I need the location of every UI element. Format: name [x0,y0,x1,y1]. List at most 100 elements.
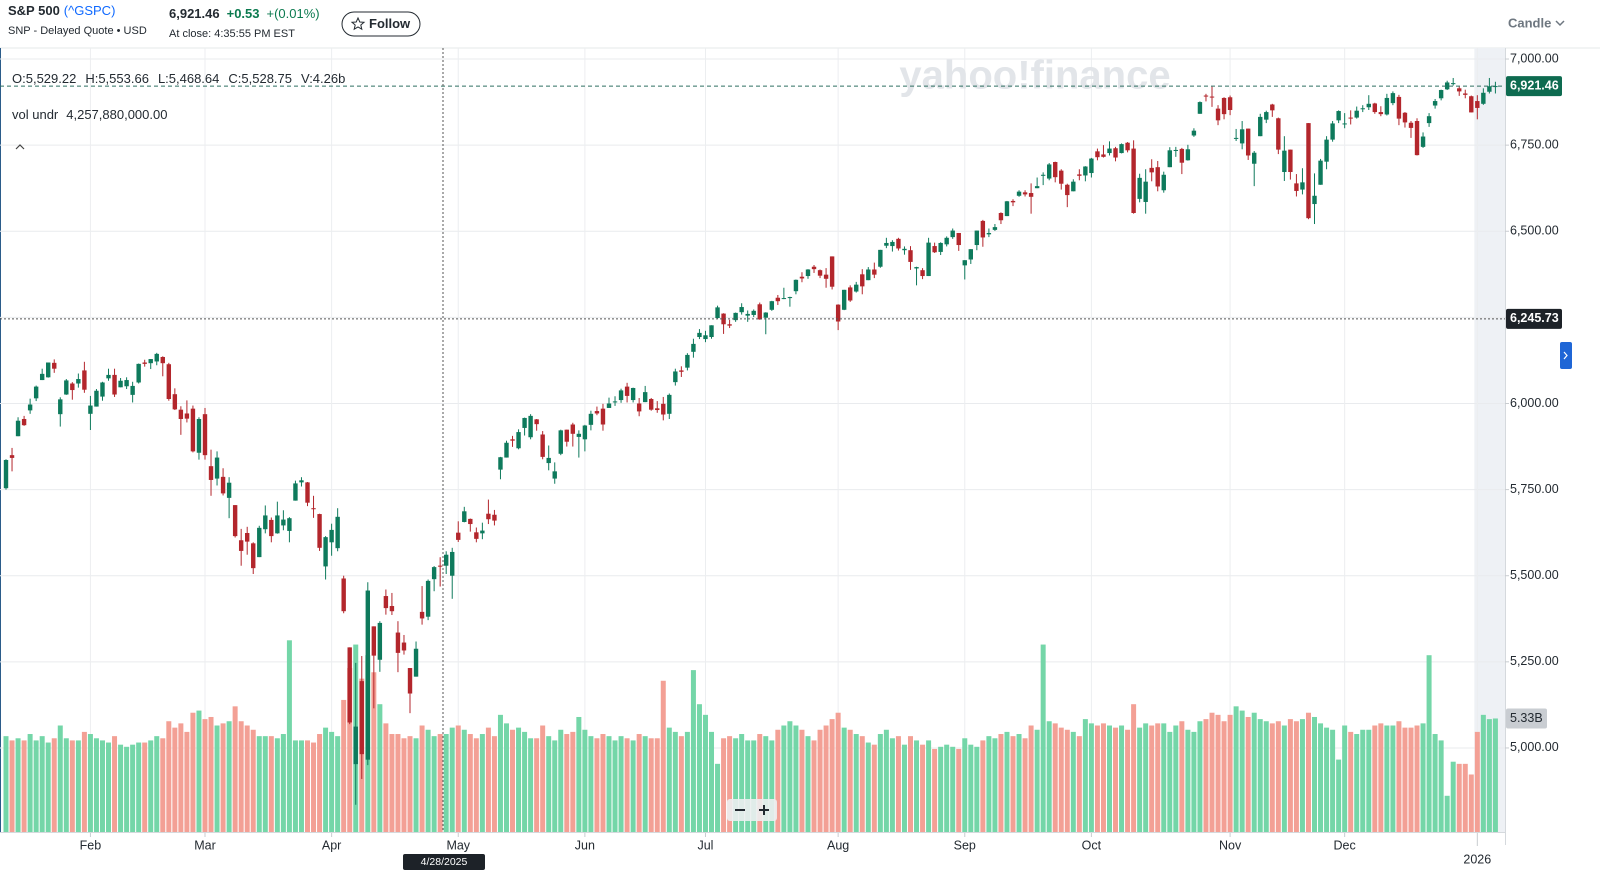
candle-body [27,404,33,411]
volume-bar [63,738,69,832]
candle-body [673,371,678,383]
indicator-value: 4,257,880,000.00 [66,107,167,122]
volume-bar [1197,721,1203,832]
volume-bar [268,736,274,832]
volume-bar [9,740,15,832]
chart-style[interactable]: Candle [1508,15,1551,30]
candle-body [1390,93,1396,104]
side-panel-chevron[interactable] [1563,351,1568,360]
volume-bar [178,723,184,832]
volume-bar [540,725,546,832]
volume-bar [1287,719,1293,832]
candle-body [781,298,787,300]
candle-body [1402,112,1408,123]
volume-bar [1227,714,1233,832]
candle-body [58,399,63,415]
volume-bar [1119,725,1125,832]
close-time: At close: 4:35:55 PM EST [169,28,295,40]
candle-body [884,242,889,246]
candle-body [226,482,232,498]
volume-bar [329,731,335,832]
candle-body [1053,162,1058,178]
candle-body [974,230,980,246]
volume-bar [172,727,178,832]
chart-style-menu[interactable]: Candle [1508,15,1565,30]
candle-body [1312,195,1317,205]
candle-body [667,394,672,414]
volume-bar [1022,738,1028,832]
candle-body [148,359,153,364]
volume-bar [1185,729,1191,832]
volume-bar [877,734,883,832]
candle-body [1083,166,1088,176]
volume-bar [1486,719,1492,832]
candle-body [196,418,202,453]
candle-body [359,681,364,755]
candle-body [1173,149,1179,151]
volume-bar [889,738,895,832]
volume-bar [944,744,950,832]
volume-bar [1016,734,1022,832]
volume-bar [1318,723,1324,832]
candle-body [902,248,907,251]
watermark: yahoo!finance [899,54,1170,98]
candle-body [534,419,539,425]
candle-body [1438,90,1444,99]
volume-bar [684,731,690,832]
volume-bar [57,725,63,832]
index-name: S&P 500 [8,3,60,18]
candle-body [1197,102,1203,114]
candle-body [232,505,238,537]
y-tick-label: 6,000.00 [1510,396,1559,410]
candle-body [1300,182,1305,190]
volume-bar [859,736,865,832]
volume-bar [389,734,395,832]
candle-body [528,415,533,438]
volume-bar [1492,718,1498,832]
volume-bar [690,670,696,832]
candle-body [220,476,226,494]
volume-bar [250,729,256,832]
candle-body [1245,128,1251,156]
candle-body [431,567,437,580]
x-tick-label: Dec [1334,838,1356,852]
follow-button[interactable]: Follow [341,11,421,37]
indicator-name: vol undr [12,107,59,122]
volume-bar [39,736,45,832]
candle-body [118,380,123,388]
y-tick-label: 5,750.00 [1510,482,1559,496]
candle-body [594,411,600,414]
volume-bar [1462,763,1468,832]
index-symbol[interactable]: (^GSPC) [64,3,116,18]
candle-body [1149,167,1154,173]
candle-body [1420,136,1426,147]
candle-body [136,363,141,383]
candle-body [106,374,111,379]
volume-bar [847,729,853,832]
candle-body [655,408,660,411]
collapse-caret[interactable] [15,144,25,150]
volume-bar [497,714,503,832]
candle-body [202,414,208,456]
candle-body [733,312,738,321]
dropdown-chevron[interactable] [1555,20,1565,27]
volume-bar [112,736,118,832]
candle-body [1432,101,1438,106]
candle-body [142,362,147,364]
star-icon[interactable] [350,16,366,31]
volume-bar [956,748,962,832]
volume-bar [148,740,154,832]
candle-body [468,518,473,525]
volume-bar [908,736,913,832]
zoom-control-frame[interactable] [727,799,777,821]
volume-bar [600,734,606,832]
follow-label[interactable]: Follow [369,16,411,31]
new-year-region [1474,48,1505,832]
zoom-control[interactable] [727,799,777,821]
follow-button-frame[interactable] [341,11,421,37]
volume-bar [1143,723,1149,832]
volume-bar [473,738,479,832]
side-panel-tab[interactable] [1560,342,1572,369]
volume-bar [383,723,389,832]
candle-body [1113,148,1118,158]
